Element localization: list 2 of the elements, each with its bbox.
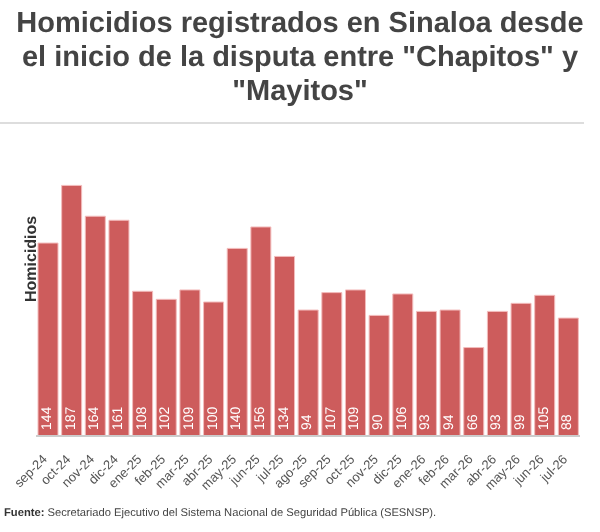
chart-title: Homicidios registrados en Sinaloa desde el inicio de la disputa entre "Chapitos" y "Mayitos" — [14, 6, 586, 112]
y-axis-title: Homicidios — [21, 214, 40, 302]
